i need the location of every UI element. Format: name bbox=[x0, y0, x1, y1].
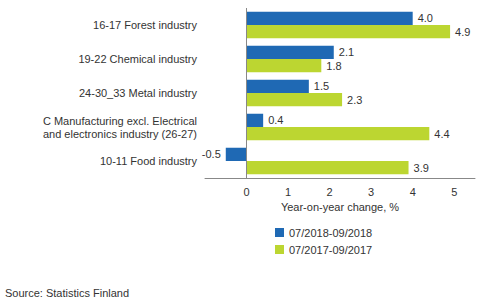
svg-text:2.1: 2.1 bbox=[339, 46, 354, 58]
svg-text:0: 0 bbox=[243, 186, 249, 198]
svg-text:Source: Statistics Finland: Source: Statistics Finland bbox=[5, 287, 129, 299]
svg-text:24-30_33 Metal industry: 24-30_33 Metal industry bbox=[79, 87, 198, 99]
svg-text:16-17 Forest industry: 16-17 Forest industry bbox=[93, 19, 197, 31]
svg-text:10-11 Food industry: 10-11 Food industry bbox=[100, 155, 198, 167]
svg-text:2.3: 2.3 bbox=[347, 94, 362, 106]
svg-text:1.8: 1.8 bbox=[326, 60, 341, 72]
svg-text:3.9: 3.9 bbox=[414, 162, 429, 174]
svg-text:C Manufacturing excl. Electric: C Manufacturing excl. Electrical bbox=[43, 115, 197, 127]
svg-text:0.4: 0.4 bbox=[268, 114, 283, 126]
svg-text:4.4: 4.4 bbox=[434, 128, 449, 140]
svg-text:1: 1 bbox=[285, 186, 291, 198]
svg-text:07/2018-09/2018: 07/2018-09/2018 bbox=[289, 227, 372, 239]
svg-text:and electronics industry (26-2: and electronics industry (26-27) bbox=[43, 128, 197, 140]
svg-text:-0.5: -0.5 bbox=[202, 148, 221, 160]
svg-text:5: 5 bbox=[451, 186, 457, 198]
svg-text:07/2017-09/2017: 07/2017-09/2017 bbox=[289, 244, 372, 256]
svg-text:3: 3 bbox=[368, 186, 374, 198]
svg-text:1.5: 1.5 bbox=[314, 80, 329, 92]
svg-text:2: 2 bbox=[327, 186, 333, 198]
svg-text:4: 4 bbox=[410, 186, 416, 198]
svg-text:Year-on-year change, %: Year-on-year change, % bbox=[281, 201, 399, 213]
svg-text:19-22 Chemical industry: 19-22 Chemical industry bbox=[78, 53, 197, 65]
svg-text:4.9: 4.9 bbox=[455, 26, 470, 38]
svg-text:4.0: 4.0 bbox=[418, 12, 433, 24]
